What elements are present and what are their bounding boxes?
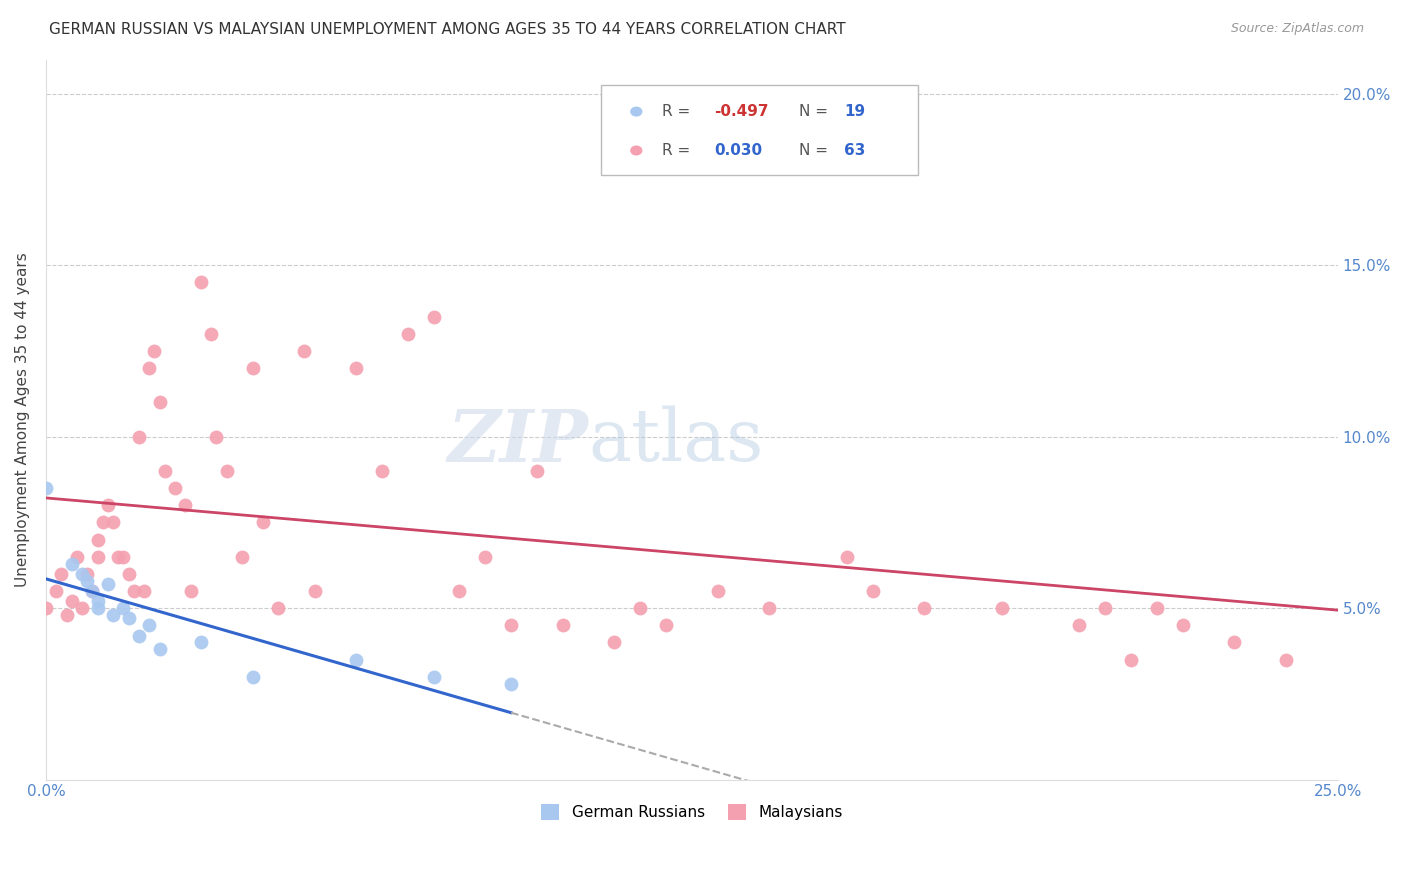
Point bbox=[128, 430, 150, 444]
Point bbox=[499, 618, 522, 632]
Point bbox=[35, 481, 58, 495]
Y-axis label: Unemployment Among Ages 35 to 44 years: Unemployment Among Ages 35 to 44 years bbox=[15, 252, 30, 587]
Text: 0.030: 0.030 bbox=[714, 143, 762, 158]
Text: 19: 19 bbox=[844, 104, 866, 120]
Point bbox=[1094, 601, 1116, 615]
Point bbox=[91, 516, 114, 530]
Point bbox=[912, 601, 935, 615]
Point bbox=[86, 601, 108, 615]
Point bbox=[180, 584, 202, 599]
Text: R =: R = bbox=[662, 143, 696, 158]
Point bbox=[35, 601, 58, 615]
Text: Source: ZipAtlas.com: Source: ZipAtlas.com bbox=[1230, 22, 1364, 36]
Text: -0.497: -0.497 bbox=[714, 104, 768, 120]
Point bbox=[117, 566, 139, 581]
Point bbox=[70, 566, 93, 581]
Point bbox=[76, 574, 98, 588]
Point bbox=[86, 549, 108, 564]
Point bbox=[149, 642, 172, 657]
Point bbox=[165, 481, 187, 495]
Point bbox=[835, 549, 858, 564]
Point bbox=[242, 361, 264, 376]
Point bbox=[242, 670, 264, 684]
Point bbox=[66, 549, 89, 564]
Ellipse shape bbox=[631, 146, 641, 155]
Point bbox=[1223, 635, 1246, 649]
Point bbox=[138, 618, 160, 632]
Point bbox=[551, 618, 574, 632]
Point bbox=[51, 566, 73, 581]
Point bbox=[86, 533, 108, 547]
Point bbox=[603, 635, 626, 649]
Point bbox=[138, 361, 160, 376]
Point bbox=[76, 566, 98, 581]
Point bbox=[205, 430, 228, 444]
Point bbox=[371, 464, 394, 478]
Text: N =: N = bbox=[799, 104, 832, 120]
Point bbox=[101, 516, 124, 530]
Point bbox=[134, 584, 156, 599]
Point bbox=[107, 549, 129, 564]
Point bbox=[1171, 618, 1194, 632]
Text: N =: N = bbox=[799, 143, 832, 158]
Point bbox=[70, 601, 93, 615]
Point bbox=[267, 601, 290, 615]
Text: atlas: atlas bbox=[589, 406, 763, 476]
Point bbox=[304, 584, 326, 599]
Point bbox=[422, 310, 444, 324]
Point bbox=[1119, 652, 1142, 666]
Point bbox=[396, 326, 419, 341]
Point bbox=[758, 601, 780, 615]
Point bbox=[810, 155, 832, 169]
Point bbox=[991, 601, 1014, 615]
Point bbox=[60, 594, 83, 608]
Text: 63: 63 bbox=[844, 143, 866, 158]
Point bbox=[200, 326, 222, 341]
Point bbox=[174, 498, 197, 512]
Point bbox=[474, 549, 496, 564]
Point bbox=[231, 549, 253, 564]
Point bbox=[86, 594, 108, 608]
Point bbox=[344, 652, 367, 666]
Point bbox=[1146, 601, 1168, 615]
Point bbox=[97, 577, 120, 591]
Point bbox=[117, 611, 139, 625]
Point bbox=[655, 618, 678, 632]
Point bbox=[190, 276, 212, 290]
Point bbox=[292, 344, 315, 359]
Point bbox=[1275, 652, 1298, 666]
Point bbox=[122, 584, 145, 599]
Point bbox=[526, 464, 548, 478]
Point bbox=[862, 584, 884, 599]
Point bbox=[149, 395, 172, 409]
Point bbox=[112, 601, 135, 615]
Text: GERMAN RUSSIAN VS MALAYSIAN UNEMPLOYMENT AMONG AGES 35 TO 44 YEARS CORRELATION C: GERMAN RUSSIAN VS MALAYSIAN UNEMPLOYMENT… bbox=[49, 22, 846, 37]
Point bbox=[97, 498, 120, 512]
Point bbox=[82, 584, 104, 599]
Point bbox=[706, 584, 728, 599]
Point bbox=[499, 676, 522, 690]
Point bbox=[215, 464, 238, 478]
Point bbox=[153, 464, 176, 478]
Point bbox=[252, 516, 274, 530]
Point bbox=[143, 344, 166, 359]
Point bbox=[1069, 618, 1091, 632]
Point bbox=[128, 629, 150, 643]
Point bbox=[628, 601, 651, 615]
Point bbox=[344, 361, 367, 376]
FancyBboxPatch shape bbox=[602, 85, 918, 175]
Point bbox=[45, 584, 67, 599]
Point bbox=[422, 670, 444, 684]
Point bbox=[449, 584, 471, 599]
Point bbox=[112, 549, 135, 564]
Point bbox=[55, 607, 77, 622]
Point bbox=[190, 635, 212, 649]
Point bbox=[82, 584, 104, 599]
Text: R =: R = bbox=[662, 104, 696, 120]
Ellipse shape bbox=[631, 107, 641, 116]
Legend: German Russians, Malaysians: German Russians, Malaysians bbox=[536, 797, 849, 826]
Point bbox=[101, 607, 124, 622]
Point bbox=[60, 557, 83, 571]
Text: ZIP: ZIP bbox=[447, 406, 589, 476]
